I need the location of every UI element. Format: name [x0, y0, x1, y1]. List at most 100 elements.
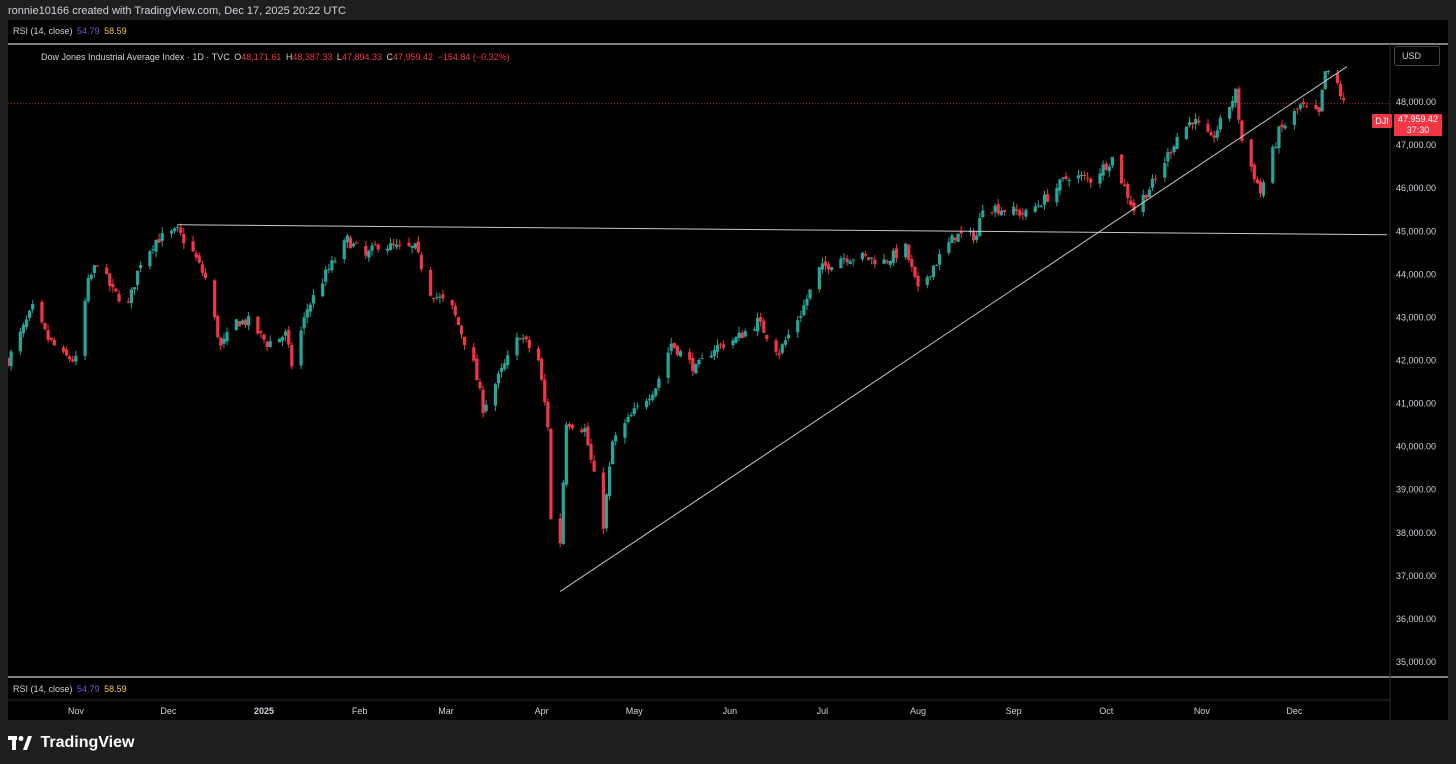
candle-body	[299, 330, 303, 366]
price-chart[interactable]: 35,000.00 36,000.00 37,000.00 38,000.00 39,0…	[8, 20, 1448, 720]
candle	[734, 336, 738, 344]
candle	[268, 335, 272, 348]
candle-body	[222, 338, 226, 344]
candle	[139, 261, 143, 273]
candle	[740, 329, 744, 339]
candle-body	[1024, 209, 1028, 217]
candle-body	[990, 212, 994, 214]
candle-body	[756, 317, 760, 332]
candle	[1110, 156, 1114, 169]
candle-body	[52, 339, 56, 346]
candle-body	[666, 352, 670, 378]
candle	[863, 251, 868, 258]
candle-body	[89, 274, 93, 279]
candle-body	[410, 246, 414, 248]
rsi-value-1: 54.79	[77, 26, 100, 36]
candle-body	[752, 329, 757, 331]
tradingview-brand[interactable]: TradingView	[8, 730, 134, 756]
candle	[586, 422, 590, 447]
candle-body	[432, 297, 436, 300]
candle-body	[1086, 177, 1090, 179]
candle-body	[845, 258, 849, 263]
candle	[1036, 200, 1040, 208]
candle-body	[1323, 71, 1327, 90]
candle	[345, 233, 349, 248]
candle-body	[86, 278, 90, 302]
candle-body	[740, 332, 744, 339]
candle	[462, 336, 467, 351]
candle-body	[626, 416, 630, 423]
candle	[583, 423, 587, 437]
candle	[1252, 162, 1256, 183]
candle	[351, 242, 356, 248]
tradingview-logo-icon	[8, 735, 32, 750]
candle	[1184, 126, 1189, 141]
candle-body	[956, 233, 960, 242]
candle	[194, 250, 198, 261]
candle-body	[9, 351, 13, 366]
candle-body	[913, 266, 917, 277]
candle	[1089, 177, 1093, 188]
candle-body	[1339, 83, 1343, 97]
candle-body	[506, 355, 510, 366]
candle-body	[808, 289, 812, 299]
candle-body	[1261, 182, 1266, 196]
candle-body	[321, 283, 325, 297]
candle	[601, 467, 605, 535]
candle-body	[132, 287, 137, 290]
candle-body	[959, 231, 963, 234]
candle	[737, 326, 741, 342]
y-tick-label: 47,000.00	[1396, 140, 1436, 150]
candle-body	[370, 245, 374, 251]
rsi-legend-bottom[interactable]: RSI (14, close) 54.79 58.59	[13, 684, 129, 694]
ohlc-legend[interactable]: Dow Jones Industrial Average Index · 1D …	[41, 52, 512, 62]
candle-body	[503, 363, 507, 370]
candle-body	[1326, 70, 1330, 72]
candle	[284, 328, 288, 341]
y-tick-label: 38,000.00	[1396, 528, 1436, 538]
candle-body	[635, 405, 639, 407]
candle	[438, 293, 442, 304]
candle	[1342, 92, 1346, 103]
candle	[564, 421, 568, 487]
candle	[799, 310, 803, 323]
candle	[1298, 102, 1303, 112]
candle	[975, 231, 979, 243]
candle	[1227, 106, 1232, 122]
candle	[1076, 169, 1081, 184]
candle-body	[904, 243, 908, 258]
candle	[904, 242, 908, 260]
candle-body	[1280, 124, 1284, 128]
candle-body	[247, 316, 251, 326]
candle	[796, 315, 800, 338]
candle-body	[385, 248, 390, 251]
rsi-label: RSI (14, close)	[13, 684, 73, 694]
candle	[823, 256, 828, 272]
candle-body	[459, 325, 464, 335]
rsi-legend-top[interactable]: RSI (14, close) 54.79 58.59	[13, 26, 129, 36]
candle	[1277, 125, 1281, 154]
candle-body	[388, 243, 393, 251]
candle-body	[398, 244, 402, 246]
candle-body	[521, 338, 525, 340]
candle	[52, 337, 56, 347]
candle	[453, 302, 457, 318]
candle	[839, 256, 843, 269]
candle-body	[1184, 126, 1189, 140]
candle	[367, 249, 371, 262]
candle-body	[524, 336, 528, 340]
candle	[441, 290, 445, 303]
candle-body	[916, 275, 920, 287]
candle-body	[197, 255, 201, 263]
candle-body	[826, 264, 831, 270]
candle	[873, 255, 877, 269]
candle	[938, 249, 942, 270]
candle-body	[256, 316, 260, 334]
currency-button[interactable]: USD	[1394, 46, 1440, 66]
candle-body	[1150, 178, 1155, 188]
candle-body	[68, 356, 72, 360]
candle-body	[981, 210, 985, 218]
candle-body	[536, 348, 541, 361]
candle	[1002, 209, 1006, 216]
x-tick-label: Nov	[1194, 706, 1211, 716]
